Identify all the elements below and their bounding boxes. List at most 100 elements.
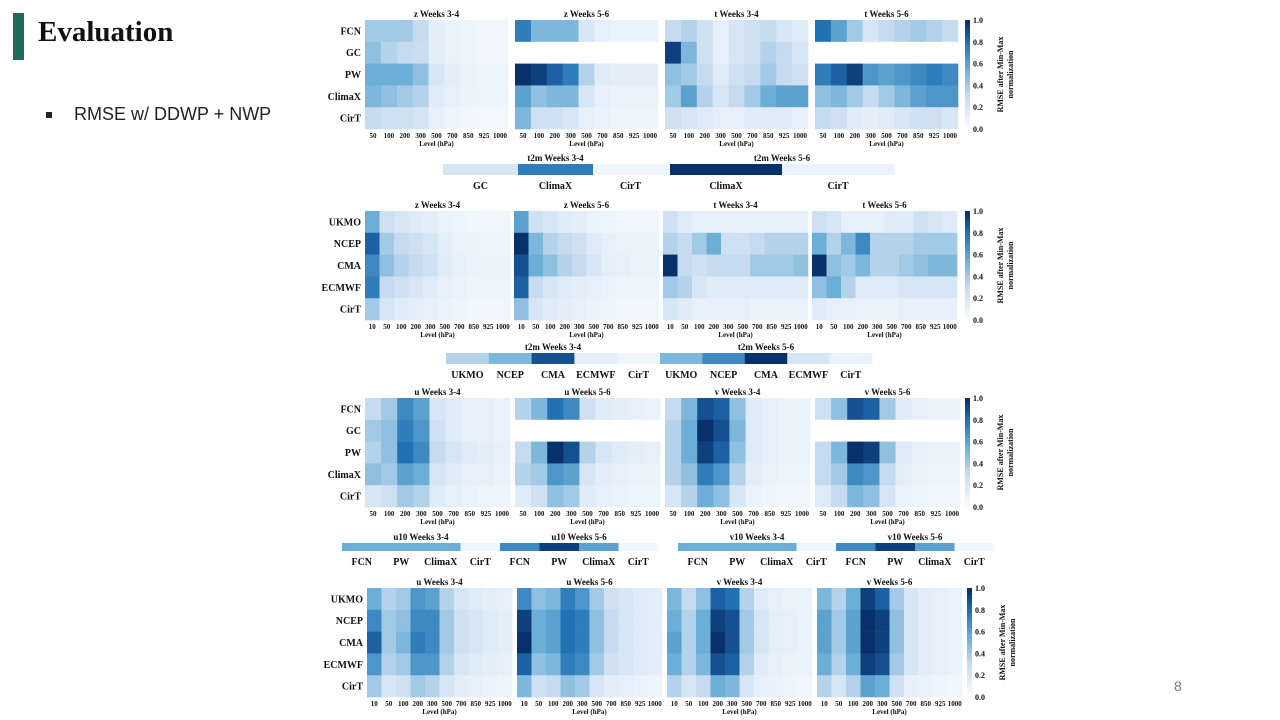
heatmap-cell — [530, 107, 548, 130]
colorbar-segment — [965, 408, 970, 414]
heatmap-cell — [783, 675, 798, 698]
heatmap-cell — [397, 419, 414, 442]
heatmap-cell — [860, 675, 876, 698]
level-tick: 100 — [684, 510, 695, 518]
level-tick: 850 — [613, 132, 624, 140]
level-tick: 500 — [432, 510, 443, 518]
heatmap-cell — [627, 398, 645, 421]
level-tick: 1000 — [643, 132, 658, 140]
heatmap-cell — [528, 276, 544, 299]
heatmap-cell — [618, 609, 634, 632]
heatmap-cell — [515, 398, 532, 421]
heatmap-cell — [879, 463, 896, 486]
heatmap-cell — [783, 609, 798, 632]
heatmap-cell — [492, 85, 509, 108]
heatmap-cell — [815, 485, 832, 508]
heatmap-cell — [768, 609, 784, 632]
panel-title: u Weeks 3-4 — [416, 577, 463, 587]
level-tick: 1000 — [948, 700, 963, 708]
colorbar-segment — [967, 627, 972, 633]
colorbar-segment — [965, 405, 970, 410]
strip-label: CirT — [827, 181, 848, 192]
heatmap-cell — [911, 419, 929, 442]
heatmap-cell — [423, 211, 438, 234]
heatmap-cell — [515, 463, 532, 486]
strip-cell — [460, 543, 501, 551]
colorbar-tick: 0.6 — [973, 438, 983, 447]
heatmap-cell — [870, 211, 885, 234]
x-axis-label: Level (hPa) — [870, 518, 905, 526]
colorbar-segment — [967, 667, 972, 673]
level-tick: 925 — [929, 132, 940, 140]
heatmap-cell — [667, 631, 682, 654]
heatmap-cell — [793, 211, 809, 234]
heatmap-cell — [379, 211, 395, 234]
heatmap-cell — [530, 20, 548, 43]
heatmap-cell — [793, 254, 809, 277]
colorbar-segment — [967, 635, 972, 640]
heatmap-cell — [878, 20, 895, 43]
heatmap-cell — [594, 63, 611, 86]
colorbar-segment — [965, 290, 970, 296]
heatmap-cell — [397, 485, 414, 508]
heatmap-cell — [706, 276, 722, 299]
level-tick: 925 — [485, 700, 496, 708]
colorbar-segment — [965, 78, 970, 83]
strip-cell — [618, 543, 659, 551]
level-tick: 925 — [930, 323, 941, 331]
heatmap-cell — [817, 609, 832, 632]
colorbar-segment — [965, 254, 970, 259]
heatmap-cell — [712, 63, 729, 86]
heatmap-cell — [831, 485, 848, 508]
heatmap-cell — [926, 107, 943, 130]
heatmap-cell — [943, 463, 961, 486]
heatmap-cell — [630, 276, 645, 299]
level-tick: 925 — [481, 510, 492, 518]
heatmap-cell — [493, 398, 511, 421]
heatmap-cell — [878, 107, 895, 130]
level-tick: 300 — [416, 510, 427, 518]
level-tick: 700 — [456, 700, 467, 708]
heatmap-cell — [497, 609, 513, 632]
heatmap-cell — [546, 653, 561, 676]
heatmap-cell — [926, 63, 943, 86]
heatmap-cell — [696, 85, 713, 108]
heatmap-cell — [444, 63, 461, 86]
level-tick: 500 — [582, 510, 593, 518]
colorbar-segment — [965, 236, 970, 241]
heatmap-cell — [855, 276, 871, 299]
heatmap-cell — [495, 298, 511, 321]
heatmap-cell — [729, 485, 746, 508]
colorbar-tick: 0.2 — [973, 294, 983, 303]
heatmap-cell — [461, 419, 479, 442]
heatmap-cell — [531, 441, 548, 464]
heatmap-cell — [531, 398, 548, 421]
heatmap-cell — [792, 107, 809, 130]
colorbar-segment — [965, 477, 970, 483]
heatmap-cell — [562, 20, 579, 43]
level-tick: 300 — [727, 700, 738, 708]
heatmap-cell — [562, 41, 579, 64]
colorbar-tick: 0.4 — [973, 459, 983, 468]
heatmap-cell — [437, 211, 453, 234]
heatmap-cell — [546, 631, 561, 654]
strip-title: t2m Weeks 3-4 — [527, 153, 584, 163]
heatmap-cell — [721, 254, 736, 277]
x-axis-label: Level (hPa) — [722, 708, 757, 716]
heatmap-cell — [514, 232, 529, 255]
strip-cell — [702, 353, 746, 364]
level-tick: 200 — [400, 510, 411, 518]
heatmap-cell — [841, 211, 856, 234]
heatmap-cell — [530, 63, 548, 86]
heatmap-cell — [860, 631, 876, 654]
heatmap-cell — [875, 653, 890, 676]
level-tick: 925 — [632, 323, 643, 331]
heatmap-cell — [396, 41, 413, 64]
heatmap-cell — [942, 298, 958, 321]
heatmap-cell — [792, 41, 809, 64]
heatmap-cell — [889, 653, 905, 676]
heatmap-cell — [394, 232, 409, 255]
heatmap-cell — [365, 63, 382, 86]
heatmap-cell — [481, 298, 496, 321]
heatmap-cell — [826, 211, 842, 234]
